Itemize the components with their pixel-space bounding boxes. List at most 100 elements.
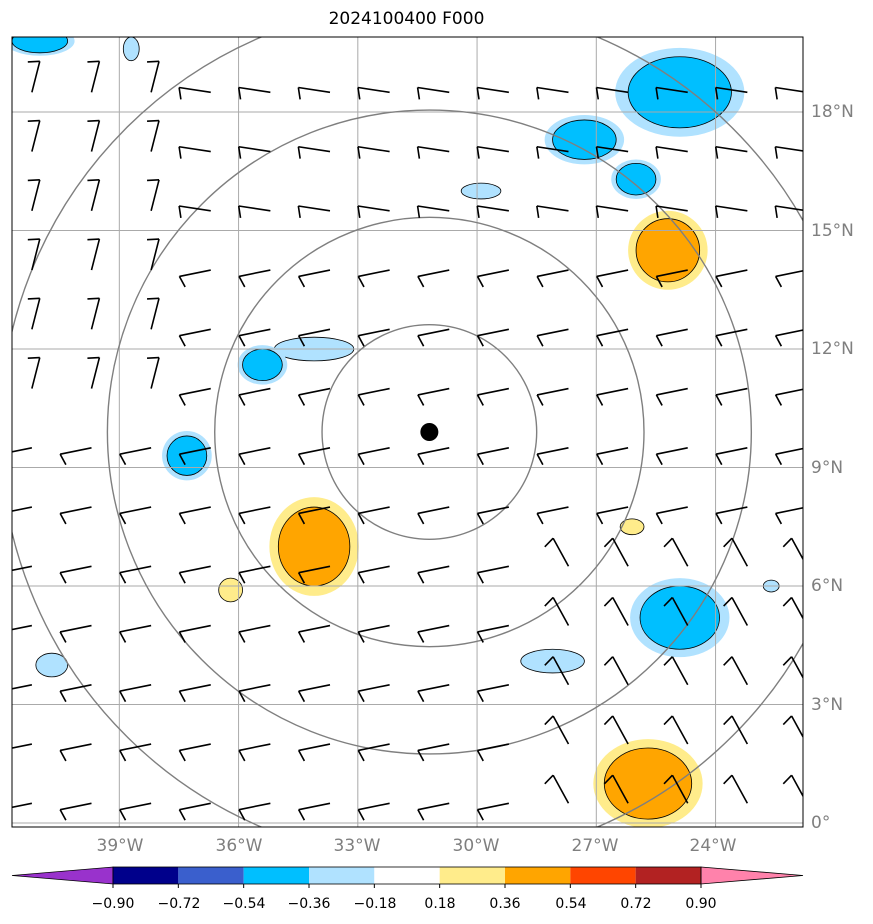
wind-barb-flag	[417, 690, 425, 703]
wind-barb-flag	[595, 205, 600, 219]
wind-barb	[147, 238, 160, 271]
wind-barb	[59, 743, 92, 762]
wind-barb-flag	[357, 205, 361, 219]
wind-barb-flag	[536, 87, 540, 100]
wind-barb-shaft	[671, 715, 689, 745]
wind-barb-shaft	[596, 447, 629, 455]
wind-barb	[416, 86, 450, 100]
wind-barb-shaft	[775, 447, 803, 455]
map-frame	[11, 36, 804, 828]
shaded-area	[615, 162, 657, 196]
wind-barb	[596, 387, 629, 406]
wind-barb-flag	[27, 60, 40, 63]
wind-barb-shaft	[298, 565, 331, 574]
wind-barb-flag	[774, 453, 783, 466]
wind-barb	[357, 743, 390, 762]
wind-barb	[417, 684, 450, 703]
wind-barb-flag	[178, 750, 186, 762]
wind-barb-shaft	[238, 684, 271, 692]
wind-barb-shaft	[178, 145, 211, 153]
wind-barb-flag	[357, 453, 365, 466]
wind-barb	[178, 447, 211, 466]
wind-barb	[297, 145, 331, 159]
wind-barb-flag	[476, 335, 484, 347]
wind-barb-shaft	[656, 387, 688, 396]
wind-barb-shaft	[596, 387, 629, 396]
wind-barb-flag	[357, 394, 365, 406]
wind-barb	[603, 537, 629, 567]
wind-barb-flag	[147, 60, 160, 63]
wind-barb	[774, 270, 803, 288]
wind-barb-shaft	[238, 565, 271, 574]
wind-barb	[723, 715, 749, 745]
wind-barb-shaft	[417, 565, 450, 574]
shaded-area	[218, 577, 243, 603]
wind-barb-shaft	[477, 145, 509, 153]
wind-barb-shaft	[358, 269, 390, 278]
wind-barb-flag	[59, 572, 67, 584]
colorbar-tick-label: −0.54	[223, 896, 266, 912]
colorbar-tick-label: 0.72	[620, 896, 651, 912]
wind-barb-shaft	[119, 743, 152, 752]
wind-barb-flag	[595, 87, 600, 100]
wind-barb-flag	[178, 394, 186, 406]
wind-barb	[12, 506, 33, 512]
wind-barb-shaft	[150, 179, 160, 211]
wind-barb-flag	[536, 276, 544, 288]
wind-barb	[178, 328, 211, 347]
wind-barb	[27, 119, 41, 152]
wind-barb	[536, 447, 569, 466]
wind-barb-flag	[603, 596, 614, 607]
wind-barb-flag	[476, 87, 480, 100]
wind-barb-shaft	[596, 86, 629, 94]
wind-barb-shaft	[477, 328, 510, 337]
wind-barb-flag	[297, 205, 301, 219]
shaded-area	[520, 648, 585, 674]
wind-barb	[544, 656, 570, 686]
wind-barb-shaft	[150, 357, 160, 389]
wind-barb	[655, 205, 688, 219]
wind-barb-shaft	[417, 624, 450, 633]
wind-barb-flag	[655, 394, 663, 406]
wind-barb-flag	[723, 537, 733, 548]
wind-barb-shaft	[552, 597, 570, 626]
wind-barb	[417, 447, 450, 466]
wind-barb-shaft	[552, 774, 570, 804]
wind-barb	[237, 205, 271, 219]
wind-barb-shaft	[238, 624, 271, 633]
wind-barb	[238, 328, 271, 347]
wind-barb	[723, 774, 749, 804]
wind-barb	[87, 119, 101, 152]
wind-barb	[59, 506, 92, 525]
wind-barb-flag	[297, 690, 306, 703]
wind-barb-flag	[596, 276, 604, 288]
wind-barb	[27, 297, 41, 330]
wind-barb-flag	[774, 146, 778, 159]
wind-barb	[536, 269, 569, 288]
wind-barb	[417, 565, 450, 584]
wind-barb-shaft	[477, 565, 510, 574]
wind-barb-flag	[178, 276, 186, 288]
wind-barb-flag	[663, 715, 673, 726]
wind-barb-shaft	[59, 624, 92, 633]
wind-barb-flag	[1, 454, 7, 465]
wind-barb-shaft	[119, 624, 152, 633]
wind-barb	[147, 119, 160, 152]
wind-barb-flag	[27, 178, 40, 182]
wind-barb-flag	[536, 335, 544, 347]
wind-barb	[119, 447, 152, 466]
wind-barb	[476, 684, 510, 703]
wind-barb-flag	[655, 335, 663, 347]
colorbar-tick-labels: −0.90 −0.72 −0.54 −0.36 −0.18 0.18 0.36 …	[92, 896, 717, 912]
range-ring	[214, 216, 645, 648]
wind-barb-flag	[357, 276, 365, 288]
wind-barb-shaft	[417, 684, 450, 692]
wind-barb-shaft	[715, 269, 748, 278]
wind-barb-flag	[603, 537, 614, 548]
colorbar-tick-label: 0.90	[685, 896, 716, 912]
wind-barb-flag	[27, 297, 40, 300]
wind-barb	[595, 145, 629, 159]
wind-barb	[655, 387, 688, 406]
wind-barb	[119, 506, 152, 525]
wind-barb-shaft	[238, 205, 271, 212]
